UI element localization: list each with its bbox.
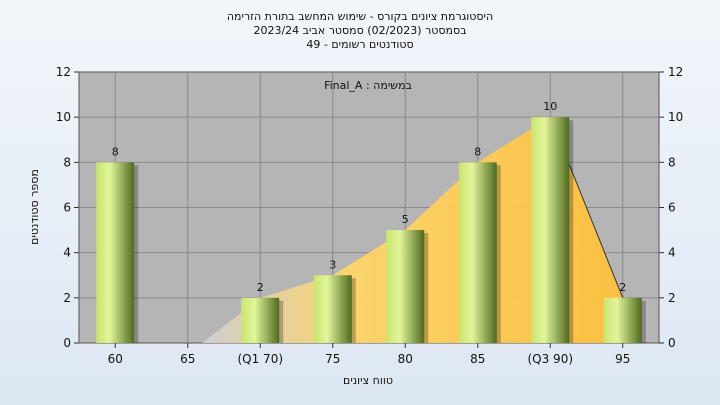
bar <box>603 297 642 343</box>
bar <box>313 275 352 343</box>
y-tick-label-left: 6 <box>63 201 71 215</box>
x-tick-label: 80 <box>398 352 413 366</box>
y-tick-label-left: 8 <box>63 155 71 169</box>
bar-value-label: 5 <box>402 213 409 226</box>
bar-value-label: 2 <box>257 281 264 294</box>
chart-title-line-3: סטודנטים רשומים - 49 <box>306 38 414 51</box>
y-tick-label-left: 4 <box>63 246 71 260</box>
y-tick-label-right: 12 <box>668 65 683 79</box>
x-tick-label: 85 <box>470 352 485 366</box>
bar-value-label: 3 <box>329 258 336 271</box>
bar <box>386 230 425 343</box>
x-tick-label: 60 <box>108 352 123 366</box>
bar-value-label: 10 <box>543 100 557 113</box>
x-tick-label: 65 <box>180 352 195 366</box>
x-tick-label: 95 <box>615 352 630 366</box>
y-tick-label-left: 10 <box>56 110 71 124</box>
chart-annotation: Final_A : במשימה <box>324 79 412 92</box>
x-tick-label: (Q3 90) <box>527 352 573 366</box>
y-tick-label-right: 6 <box>668 201 676 215</box>
bar-value-label: 8 <box>112 145 119 158</box>
y-tick-label-right: 8 <box>668 155 676 169</box>
x-tick-label: 75 <box>325 352 340 366</box>
y-tick-label-left: 2 <box>63 291 71 305</box>
y-tick-label-right: 10 <box>668 110 683 124</box>
bar-value-label: 8 <box>474 145 481 158</box>
y-tick-label-right: 4 <box>668 246 676 260</box>
chart-title-line-1: היסטוגרמת ציונים בקורס - שימוש המחשב בתו… <box>226 10 494 23</box>
bar-value-label: 2 <box>619 281 626 294</box>
x-axis-label: טווח ציונים <box>343 374 393 387</box>
bar <box>241 297 280 343</box>
y-tick-label-right: 2 <box>668 291 676 305</box>
x-tick-label: (Q1 70) <box>237 352 283 366</box>
y-tick-label-right: 0 <box>668 336 676 350</box>
y-tick-label-left: 12 <box>56 65 71 79</box>
bar <box>458 162 497 343</box>
bar <box>531 117 570 344</box>
chart-title-line-2: בסמסטר (02/2023) סמסטר אביב 2023/24 <box>253 24 467 37</box>
y-axis-label: מספר סטודנטים <box>28 169 41 245</box>
y-tick-label-left: 0 <box>63 336 71 350</box>
bar <box>96 162 135 343</box>
